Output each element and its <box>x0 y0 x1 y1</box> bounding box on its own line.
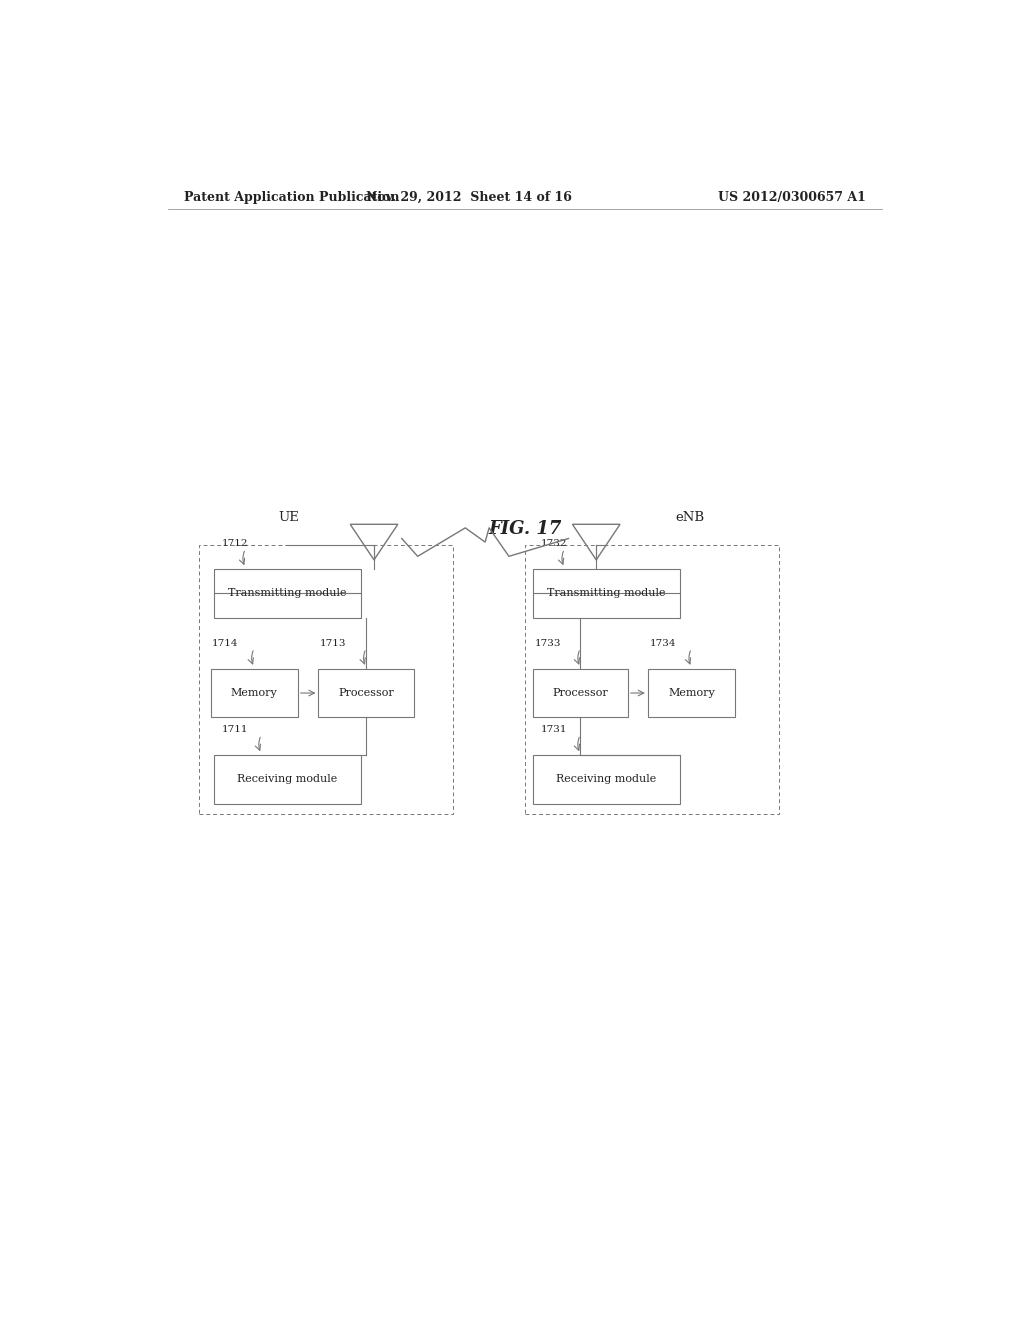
Bar <box>648 669 735 718</box>
Text: UE: UE <box>278 511 299 524</box>
Bar <box>211 669 298 718</box>
Text: 1732: 1732 <box>541 539 567 548</box>
Text: eNB: eNB <box>675 511 705 524</box>
Text: US 2012/0300657 A1: US 2012/0300657 A1 <box>718 190 866 203</box>
Bar <box>214 569 360 618</box>
Text: Nov. 29, 2012  Sheet 14 of 16: Nov. 29, 2012 Sheet 14 of 16 <box>367 190 572 203</box>
Text: 1733: 1733 <box>535 639 561 648</box>
Bar <box>214 755 360 804</box>
Text: FIG. 17: FIG. 17 <box>488 520 561 539</box>
Text: Transmitting module: Transmitting module <box>547 589 666 598</box>
Text: Receiving module: Receiving module <box>237 775 337 784</box>
Text: Patent Application Publication: Patent Application Publication <box>183 190 399 203</box>
Text: Receiving module: Receiving module <box>556 775 656 784</box>
Bar <box>532 755 680 804</box>
Text: Memory: Memory <box>668 688 715 698</box>
Bar <box>524 545 778 814</box>
Text: 1731: 1731 <box>541 725 567 734</box>
Bar <box>318 669 414 718</box>
Text: Transmitting module: Transmitting module <box>228 589 346 598</box>
Text: 1712: 1712 <box>221 539 248 548</box>
Text: 1711: 1711 <box>221 725 248 734</box>
Bar <box>532 669 628 718</box>
Bar <box>532 569 680 618</box>
Text: 1734: 1734 <box>649 639 676 648</box>
Text: Processor: Processor <box>338 688 394 698</box>
Text: Memory: Memory <box>230 688 278 698</box>
Bar <box>200 545 454 814</box>
Text: Processor: Processor <box>553 688 608 698</box>
Text: 1713: 1713 <box>321 639 346 648</box>
Text: 1714: 1714 <box>212 639 239 648</box>
